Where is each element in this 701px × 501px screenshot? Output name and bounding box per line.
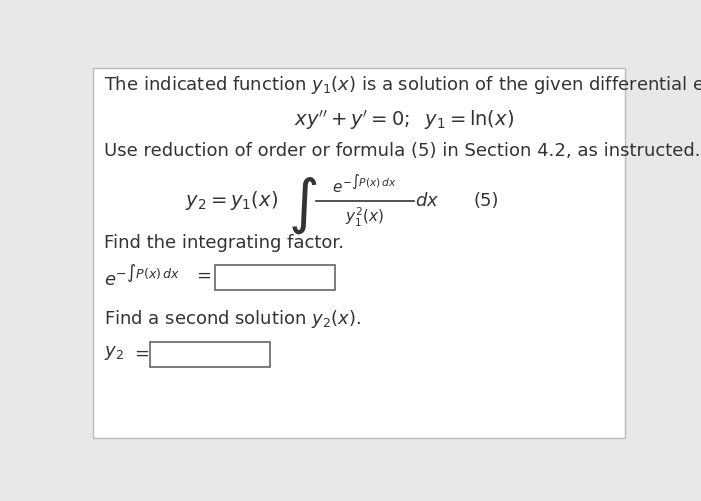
Text: $e^{-\int P(x)\,dx}$: $e^{-\int P(x)\,dx}$: [332, 173, 397, 196]
Text: =: =: [134, 344, 149, 362]
Text: Find the integrating factor.: Find the integrating factor.: [104, 234, 344, 253]
Text: The indicated function $y_1(x)$ is a solution of the given differential equation: The indicated function $y_1(x)$ is a sol…: [104, 74, 701, 96]
Text: Find a second solution $y_2(x)$.: Find a second solution $y_2(x)$.: [104, 308, 361, 330]
FancyBboxPatch shape: [93, 68, 625, 438]
Text: $y_2 = y_1(x)$: $y_2 = y_1(x)$: [185, 189, 278, 212]
Text: (5): (5): [473, 192, 499, 210]
Text: $dx$: $dx$: [415, 192, 440, 210]
FancyBboxPatch shape: [150, 342, 270, 367]
Text: $y_2$: $y_2$: [104, 344, 124, 362]
Text: $e^{-\int P(x)\,dx}$: $e^{-\int P(x)\,dx}$: [104, 264, 180, 289]
Text: Use reduction of order or formula (5) in Section 4.2, as instructed.: Use reduction of order or formula (5) in…: [104, 142, 700, 160]
Text: $\int$: $\int$: [287, 175, 317, 236]
Text: $xy'' + y' = 0;$: $xy'' + y' = 0;$: [294, 108, 410, 132]
Text: $y_1^2(x)$: $y_1^2(x)$: [345, 205, 384, 229]
Text: =: =: [196, 267, 211, 285]
Text: $y_1 = \ln(x)$: $y_1 = \ln(x)$: [424, 108, 515, 131]
FancyBboxPatch shape: [215, 265, 335, 290]
